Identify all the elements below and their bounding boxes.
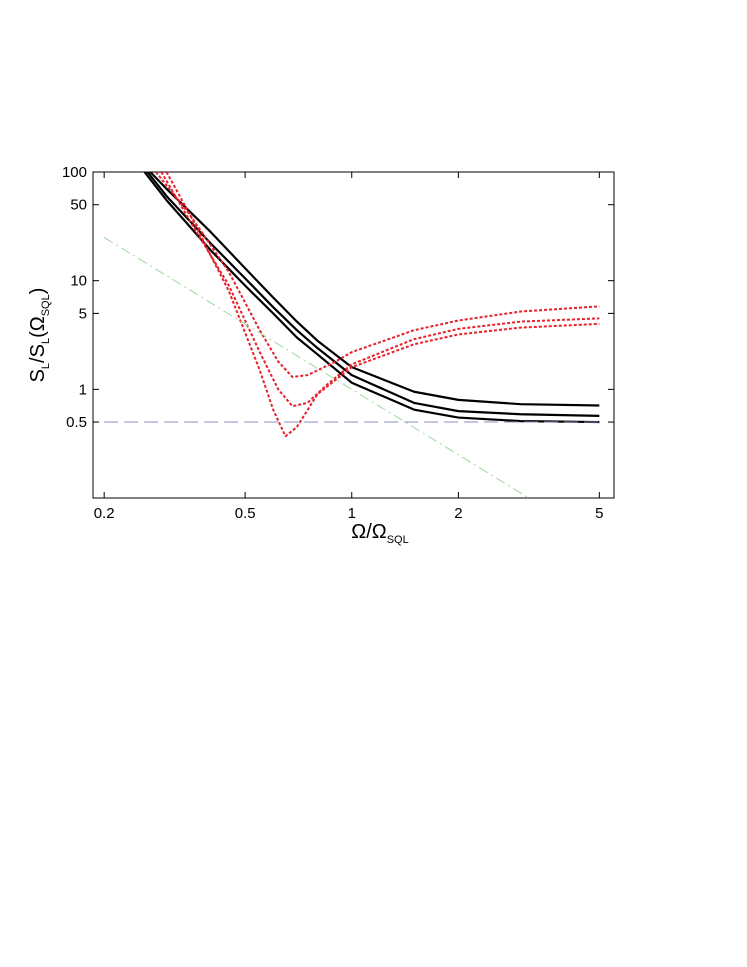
subscript: SQL [387,534,409,546]
curves [103,172,600,498]
series-line [160,172,600,408]
x-tick-label: 1 [348,505,356,522]
subscript: L [40,338,52,344]
y-tick-label: 10 [70,273,87,290]
label-text: S [27,369,49,382]
x-tick-label: 2 [454,505,462,522]
x-tick-label: 5 [595,505,603,522]
x-axis-label: Ω/ΩSQL [351,521,408,546]
plot-frame [92,171,615,499]
series-line [149,172,600,407]
label-text: (Ω [27,316,49,338]
series-line [165,172,600,438]
y-axis-label: SL/SL(ΩSQL) [27,288,52,383]
y-tick-label: 0.5 [66,414,87,431]
label-text: Ω/Ω [351,521,387,543]
y-tick-label: 5 [79,305,87,322]
series-line [146,172,600,417]
series-line [155,172,600,378]
subscript: SQL [40,294,52,316]
label-text: ) [27,288,49,295]
series-line [103,236,530,498]
y-tick-label: 100 [62,164,87,181]
y-tick-label: 50 [70,197,87,214]
label-text: /S [27,344,49,363]
subscript: L [40,363,52,369]
x-tick-label: 0.2 [94,505,115,522]
x-tick-label: 0.5 [235,505,256,522]
y-tick-label: 1 [79,381,87,398]
